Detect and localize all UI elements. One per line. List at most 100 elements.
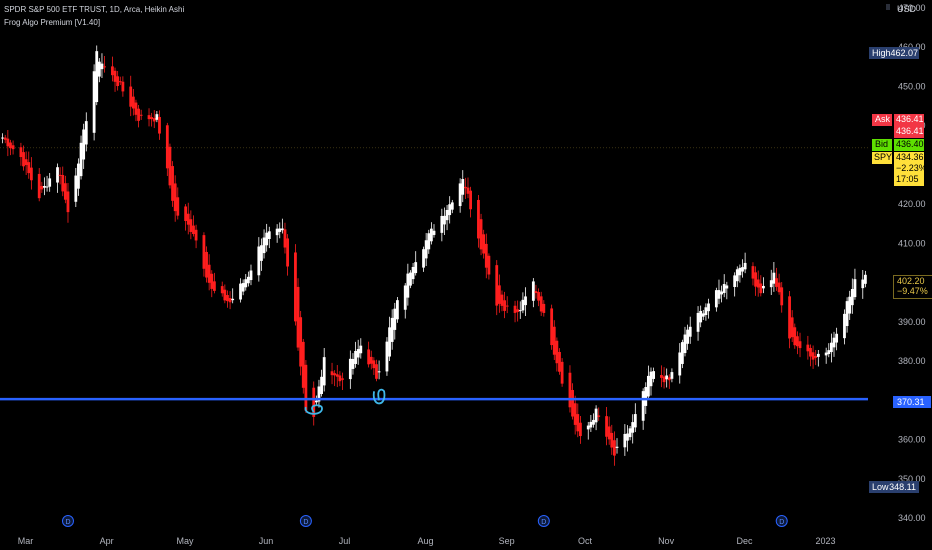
candle-body bbox=[246, 276, 250, 284]
candle-body bbox=[139, 114, 143, 116]
candle-body bbox=[605, 416, 608, 437]
candle-body bbox=[743, 262, 747, 270]
candle-body bbox=[542, 303, 546, 313]
indicator-title: Frog Algo Premium [V1.40] bbox=[4, 18, 101, 27]
signal-loops bbox=[304, 388, 386, 415]
candle-body bbox=[843, 313, 846, 339]
candle-body bbox=[772, 272, 776, 284]
candle-body bbox=[699, 310, 703, 323]
candle-body bbox=[790, 317, 794, 338]
currency-label[interactable]: USD bbox=[897, 4, 917, 14]
dividend-marker[interactable] bbox=[299, 515, 312, 527]
candle-body bbox=[518, 310, 522, 312]
candle-body bbox=[649, 371, 653, 387]
candle-body bbox=[45, 186, 49, 188]
signal-loop bbox=[304, 404, 323, 415]
candle-body bbox=[751, 266, 755, 279]
candle-body bbox=[623, 433, 627, 448]
time-tick-label: Sep bbox=[499, 536, 515, 546]
candle-body bbox=[589, 421, 593, 428]
candle-body bbox=[568, 372, 572, 408]
candle-body bbox=[304, 364, 308, 411]
candle-body bbox=[77, 163, 80, 189]
candle-body bbox=[100, 63, 104, 70]
candle-body bbox=[503, 300, 506, 311]
time-tick-label: Dec bbox=[736, 536, 753, 546]
candle-body bbox=[267, 231, 271, 239]
candle-body bbox=[1, 137, 5, 139]
time-tick-label: Nov bbox=[658, 536, 675, 546]
candle-body bbox=[835, 333, 839, 343]
candle-body bbox=[171, 166, 174, 201]
candle-body bbox=[759, 283, 763, 294]
candle-body bbox=[463, 186, 467, 189]
candle-body bbox=[275, 228, 279, 236]
candle-body bbox=[317, 386, 321, 402]
candle-body bbox=[388, 327, 391, 357]
support-price-label: 370.31 bbox=[893, 396, 931, 408]
candle-body bbox=[738, 267, 742, 276]
candle-body bbox=[597, 415, 601, 417]
candle-body bbox=[667, 377, 671, 381]
candle-body bbox=[11, 145, 15, 150]
low-label: Low 348.11 bbox=[869, 481, 919, 493]
candle-body bbox=[111, 66, 114, 76]
candle-body bbox=[422, 249, 425, 268]
candle-body bbox=[283, 229, 287, 248]
candle-body bbox=[863, 274, 867, 284]
candle-body bbox=[735, 269, 739, 282]
candle-body bbox=[696, 312, 700, 332]
dividend-marker[interactable] bbox=[537, 515, 550, 527]
candle-body bbox=[680, 342, 684, 364]
candle-body bbox=[134, 102, 138, 115]
candle-body bbox=[19, 147, 23, 158]
candle-body bbox=[646, 375, 650, 397]
time-tick-label: 2023 bbox=[816, 536, 836, 546]
candle-body bbox=[212, 281, 216, 291]
candle-body bbox=[27, 162, 31, 174]
candle-body bbox=[788, 296, 791, 339]
candle-body bbox=[186, 213, 190, 225]
candle-body bbox=[223, 289, 227, 301]
candle-body bbox=[377, 371, 381, 373]
candle-body bbox=[466, 187, 470, 194]
candle-body bbox=[395, 300, 399, 320]
candle-body bbox=[845, 301, 849, 327]
time-axis[interactable]: Mar Apr May Jun Jul Aug Sep Oct Nov Dec 2023 bbox=[18, 536, 836, 546]
candle-body bbox=[241, 283, 245, 292]
candle-body bbox=[586, 425, 590, 430]
candle-body bbox=[479, 219, 483, 250]
price-axis[interactable]: 470.00460.00450.00440.00420.00410.00400.… bbox=[898, 3, 926, 523]
candle-body bbox=[168, 146, 172, 186]
dividend-marker[interactable] bbox=[775, 515, 788, 527]
candle-body bbox=[500, 294, 504, 306]
candle-body bbox=[628, 428, 632, 438]
candle-body bbox=[354, 350, 357, 364]
candle-body bbox=[448, 204, 452, 216]
candle-body bbox=[29, 167, 33, 181]
candle-body bbox=[257, 246, 261, 276]
candle-body bbox=[194, 229, 198, 241]
candle-body bbox=[37, 173, 41, 199]
candle-body bbox=[524, 296, 527, 306]
candle-body bbox=[550, 308, 554, 346]
time-tick-label: Mar bbox=[18, 536, 34, 546]
candle-body bbox=[592, 419, 595, 425]
candle-body bbox=[301, 341, 305, 388]
candle-body bbox=[861, 279, 865, 289]
candle-body bbox=[816, 353, 820, 357]
dividend-marker-label: D bbox=[541, 519, 546, 526]
candle-body bbox=[184, 206, 188, 221]
candle-body bbox=[769, 280, 773, 288]
candle-body bbox=[450, 202, 454, 210]
scale-menu-icon[interactable] bbox=[886, 4, 890, 10]
candle-body bbox=[158, 116, 161, 134]
price-tick-label: 470.00 bbox=[898, 3, 926, 13]
candle-body bbox=[633, 414, 637, 428]
candle-body bbox=[113, 70, 117, 82]
dividend-marker[interactable] bbox=[61, 515, 74, 527]
candle-body bbox=[116, 76, 120, 87]
candle-body bbox=[280, 228, 284, 231]
candle-body bbox=[678, 352, 682, 376]
